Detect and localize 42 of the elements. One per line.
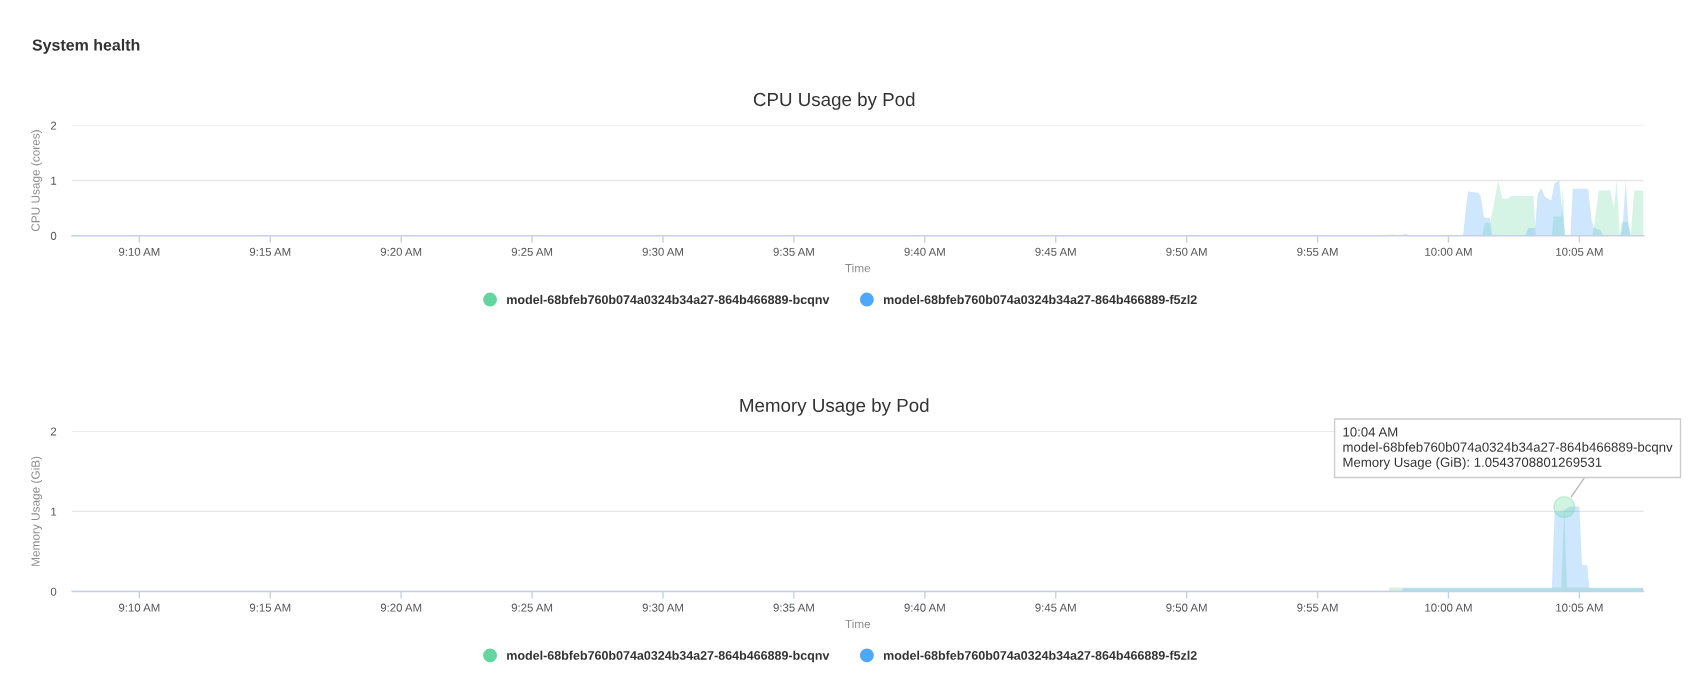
x-tick-label: 9:50 AM	[1166, 247, 1207, 256]
x-tick-label: 9:55 AM	[1297, 603, 1338, 612]
x-tick-label: 9:20 AM	[380, 603, 422, 612]
x-tick-label: 9:15 AM	[249, 247, 291, 256]
x-tick-label: 9:55 AM	[1297, 247, 1338, 256]
x-tick-label: 9:40 AM	[904, 247, 945, 256]
x-tick-label: 9:25 AM	[511, 603, 553, 612]
y-tick-label: 1	[51, 507, 57, 516]
x-tick-label: 9:40 AM	[904, 603, 945, 612]
legend-label: model-68bfeb760b074a0324b34a27-864b466889-bcqnv	[507, 650, 830, 663]
text: System health	[32, 38, 140, 54]
x-tick-label: 9:35 AM	[773, 603, 814, 612]
y-tick-label: 0	[50, 587, 57, 596]
x-tick-label: 10:05 AM	[1556, 247, 1603, 256]
x-tick-label: 9:20 AM	[380, 247, 422, 256]
x-tick-label: 9:10 AM	[118, 603, 160, 612]
legend-label: model-68bfeb760b074a0324b34a27-864b466889-f5zl2	[883, 294, 1197, 305]
legend-label: model-68bfeb760b074a0324b34a27-864b466889-bcqnv	[507, 294, 830, 307]
x-tick-label: 9:30 AM	[642, 247, 683, 256]
legend-label: model-68bfeb760b074a0324b34a27-864b466889-f5zl2	[883, 650, 1197, 660]
x-tick-label: 9:10 AM	[118, 247, 160, 256]
y-tick-label: 0	[50, 231, 57, 240]
x-tick-label: 10:00 AM	[1425, 247, 1472, 256]
chart-title: Memory Usage by Pod	[740, 398, 929, 416]
x-tick-label: 9:25 AM	[511, 247, 553, 256]
chart-title: CPU Usage by Pod	[753, 92, 915, 110]
x-tick-label: 9:45 AM	[1035, 603, 1076, 612]
y-axis-title: CPU Usage (cores)	[31, 130, 43, 232]
x-axis-title: Time	[845, 619, 871, 629]
annotation: 10:04 AM model-68bfeb760b074a0324b34a27-864b466889-bcqnv Memory Usage (GiB): 1.0543708801269531	[1343, 427, 1673, 470]
y-tick-label: 1	[51, 176, 57, 185]
x-axis-title: Time	[845, 263, 871, 273]
x-tick-label: 10:05 AM	[1556, 603, 1603, 612]
y-tick-label: 2	[50, 121, 57, 130]
x-tick-label: 9:30 AM	[642, 603, 683, 612]
y-tick-label: 2	[50, 427, 57, 436]
x-tick-label: 9:50 AM	[1166, 603, 1207, 612]
x-tick-label: 9:45 AM	[1035, 247, 1076, 256]
x-tick-label: 9:35 AM	[773, 247, 814, 256]
x-tick-label: 10:00 AM	[1425, 603, 1472, 612]
y-axis-title: Memory Usage (GiB)	[31, 456, 43, 566]
x-tick-label: 9:15 AM	[249, 603, 291, 612]
